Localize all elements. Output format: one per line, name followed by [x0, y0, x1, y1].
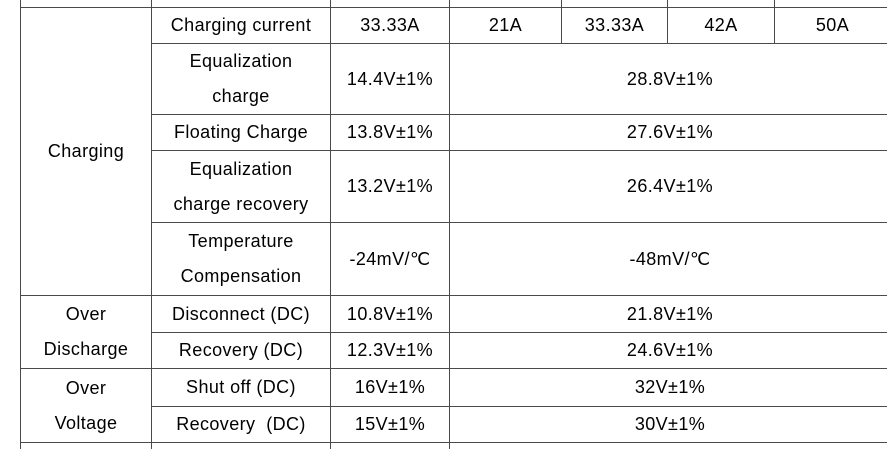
table-row-discharge-recovery: Recovery (DC) 12.3V±1% 24.6V±1% [21, 332, 887, 369]
value-cell-24v: 26.4V±1% [449, 150, 887, 223]
empty-cell [449, 0, 562, 8]
table-row-equalization-recovery: Equalization charge recovery 13.2V±1% 26… [21, 150, 887, 223]
table-row-partial-bottom [20, 442, 887, 449]
table-row-voltage-recovery: Recovery (DC) 15V±1% 30V±1% [21, 406, 887, 443]
empty-cell [20, 0, 152, 8]
table-row-temperature-compensation: Temperature Compensation -24mV/℃ -48mV/℃ [21, 222, 887, 296]
spec-table: Charging Charging current 33.33A 21A 33.… [20, 0, 887, 449]
value-cell-12v: 10.8V±1% [330, 295, 450, 333]
empty-cell [774, 0, 887, 8]
param-cell-floating-charge: Floating Charge [151, 114, 331, 151]
value-cell-12v: 13.8V±1% [330, 114, 450, 151]
param-cell-shutoff: Shut off (DC) [151, 368, 331, 407]
value-cell-current-1: 21A [449, 7, 562, 44]
table-row-floating-charge: Floating Charge 13.8V±1% 27.6V±1% [21, 114, 887, 151]
param-cell-temperature-compensation: Temperature Compensation [151, 222, 331, 296]
empty-cell [449, 442, 887, 449]
empty-cell [151, 442, 331, 449]
empty-cell [20, 442, 152, 449]
empty-cell [151, 0, 331, 8]
value-cell-current-3: 42A [667, 7, 775, 44]
param-cell-equalization-recovery: Equalization charge recovery [151, 150, 331, 223]
param-cell-equalization-charge: Equalization charge [151, 43, 331, 115]
value-cell-24v: 30V±1% [449, 406, 887, 443]
param-cell-charging-current: Charging current [151, 7, 331, 44]
category-cell-over-discharge: Over Discharge [20, 295, 152, 369]
value-cell-24v: 21.8V±1% [449, 295, 887, 333]
empty-cell [561, 0, 668, 8]
table-row-equalization-charge: Equalization charge 14.4V±1% 28.8V±1% [21, 43, 887, 115]
value-cell-24v: -48mV/℃ [449, 222, 887, 296]
value-cell-12v: -24mV/℃ [330, 222, 450, 296]
empty-cell [667, 0, 775, 8]
value-cell-24v: 32V±1% [449, 368, 887, 407]
value-cell-12v: 12.3V±1% [330, 332, 450, 369]
value-cell-24v: 27.6V±1% [449, 114, 887, 151]
value-cell-12v: 13.2V±1% [330, 150, 450, 223]
category-cell-charging: Charging [20, 7, 152, 296]
param-cell-voltage-recovery: Recovery (DC) [151, 406, 331, 443]
value-cell-12v: 14.4V±1% [330, 43, 450, 115]
value-cell-12v: 15V±1% [330, 406, 450, 443]
category-cell-over-voltage: Over Voltage [20, 368, 152, 443]
param-cell-discharge-recovery: Recovery (DC) [151, 332, 331, 369]
table-row-voltage-shutoff: Over Voltage Shut off (DC) 16V±1% 32V±1% [20, 368, 887, 443]
empty-cell [330, 0, 450, 8]
table-row-partial-top [20, 0, 887, 8]
table-row-discharge-disconnect: Over Discharge Disconnect (DC) 10.8V±1% … [20, 295, 887, 369]
value-cell-24v: 28.8V±1% [449, 43, 887, 115]
value-cell-current-2: 33.33A [561, 7, 668, 44]
value-cell-24v: 24.6V±1% [449, 332, 887, 369]
param-cell-disconnect: Disconnect (DC) [151, 295, 331, 333]
empty-cell [330, 442, 450, 449]
table-row-charging-current: Charging Charging current 33.33A 21A 33.… [20, 7, 887, 296]
value-cell-current-4: 50A [774, 7, 887, 44]
value-cell-12v: 16V±1% [330, 368, 450, 407]
value-cell-current-0: 33.33A [330, 7, 450, 44]
